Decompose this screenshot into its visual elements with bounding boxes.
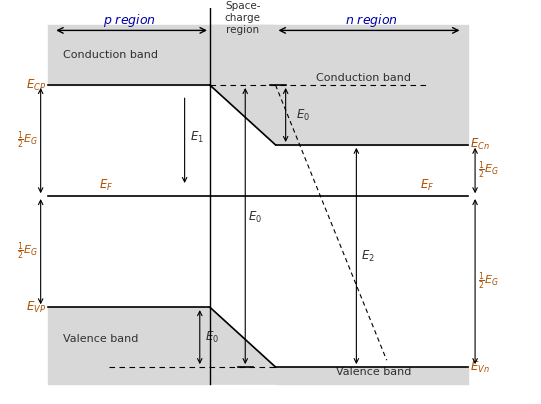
Text: $E_{Vn}$: $E_{Vn}$	[470, 360, 490, 375]
Polygon shape	[210, 25, 275, 145]
Text: $E_0$: $E_0$	[248, 210, 262, 225]
Text: $E_0$: $E_0$	[205, 330, 219, 345]
Text: $n$ region: $n$ region	[345, 13, 398, 29]
Text: $E_F$: $E_F$	[419, 178, 434, 193]
Text: $E_F$: $E_F$	[99, 178, 113, 193]
Text: $E_1$: $E_1$	[190, 130, 203, 145]
Text: $p$ region: $p$ region	[103, 13, 155, 29]
Text: $E_{VP}$: $E_{VP}$	[26, 300, 45, 315]
Text: $\frac{1}{2}E_G$: $\frac{1}{2}E_G$	[17, 241, 38, 263]
Text: $E_{CP}$: $E_{CP}$	[25, 78, 45, 93]
Text: $E_{Cn}$: $E_{Cn}$	[470, 137, 490, 152]
Text: $E_0$: $E_0$	[296, 107, 310, 122]
Polygon shape	[210, 307, 275, 384]
Text: $\frac{1}{2}E_G$: $\frac{1}{2}E_G$	[478, 271, 499, 292]
Text: $\frac{1}{2}E_G$: $\frac{1}{2}E_G$	[478, 160, 499, 181]
Text: Conduction band: Conduction band	[63, 50, 159, 60]
Text: Valence band: Valence band	[63, 334, 139, 344]
Text: Conduction band: Conduction band	[316, 73, 411, 83]
Text: Valence band: Valence band	[336, 367, 412, 377]
Text: Space-
charge
region: Space- charge region	[225, 1, 261, 35]
Text: $E_2$: $E_2$	[361, 248, 375, 263]
Text: $\frac{1}{2}E_G$: $\frac{1}{2}E_G$	[17, 130, 38, 152]
